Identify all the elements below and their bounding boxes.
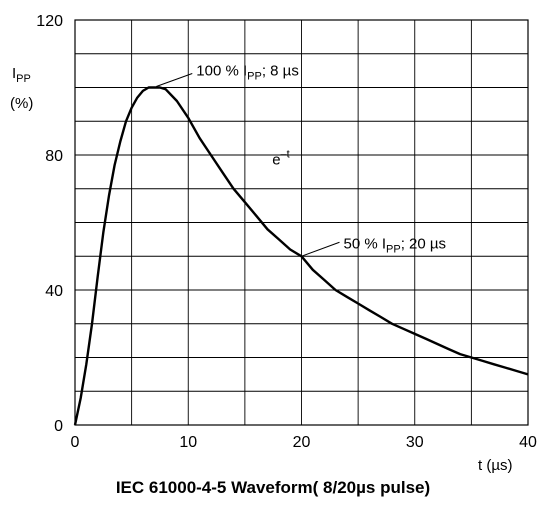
half-annotation: 50 % IPP; 20 µs <box>344 235 447 255</box>
x-tick-label: 30 <box>406 434 424 451</box>
x-tick-label: 10 <box>179 434 197 451</box>
x-axis-label: t (µs) <box>478 457 512 474</box>
decay-annotation: e–t <box>272 149 290 169</box>
peak-annotation-leader <box>156 73 193 87</box>
chart-title: IEC 61000-4-5 Waveform( 8/20µs pulse) <box>115 478 431 497</box>
tick-labels: 0 10 20 30 40 0 40 80 120 <box>36 13 537 451</box>
y-tick-label: 80 <box>45 148 63 165</box>
peak-annotation: 100 % IPP; 8 µs <box>196 63 299 83</box>
grid <box>74 19 529 426</box>
x-tick-label: 40 <box>519 434 537 451</box>
y-axis-unit: (%) <box>10 95 33 112</box>
x-tick-label: 20 <box>293 434 311 451</box>
series-line-pulse <box>73 86 529 426</box>
plot-frame <box>74 19 529 426</box>
y-tick-label: 40 <box>45 283 63 300</box>
y-tick-label: 0 <box>54 418 63 435</box>
half-annotation-leader <box>301 241 340 257</box>
y-axis-label: IPP <box>12 65 31 85</box>
y-tick-label: 120 <box>36 13 63 30</box>
x-tick-label: 0 <box>71 434 80 451</box>
